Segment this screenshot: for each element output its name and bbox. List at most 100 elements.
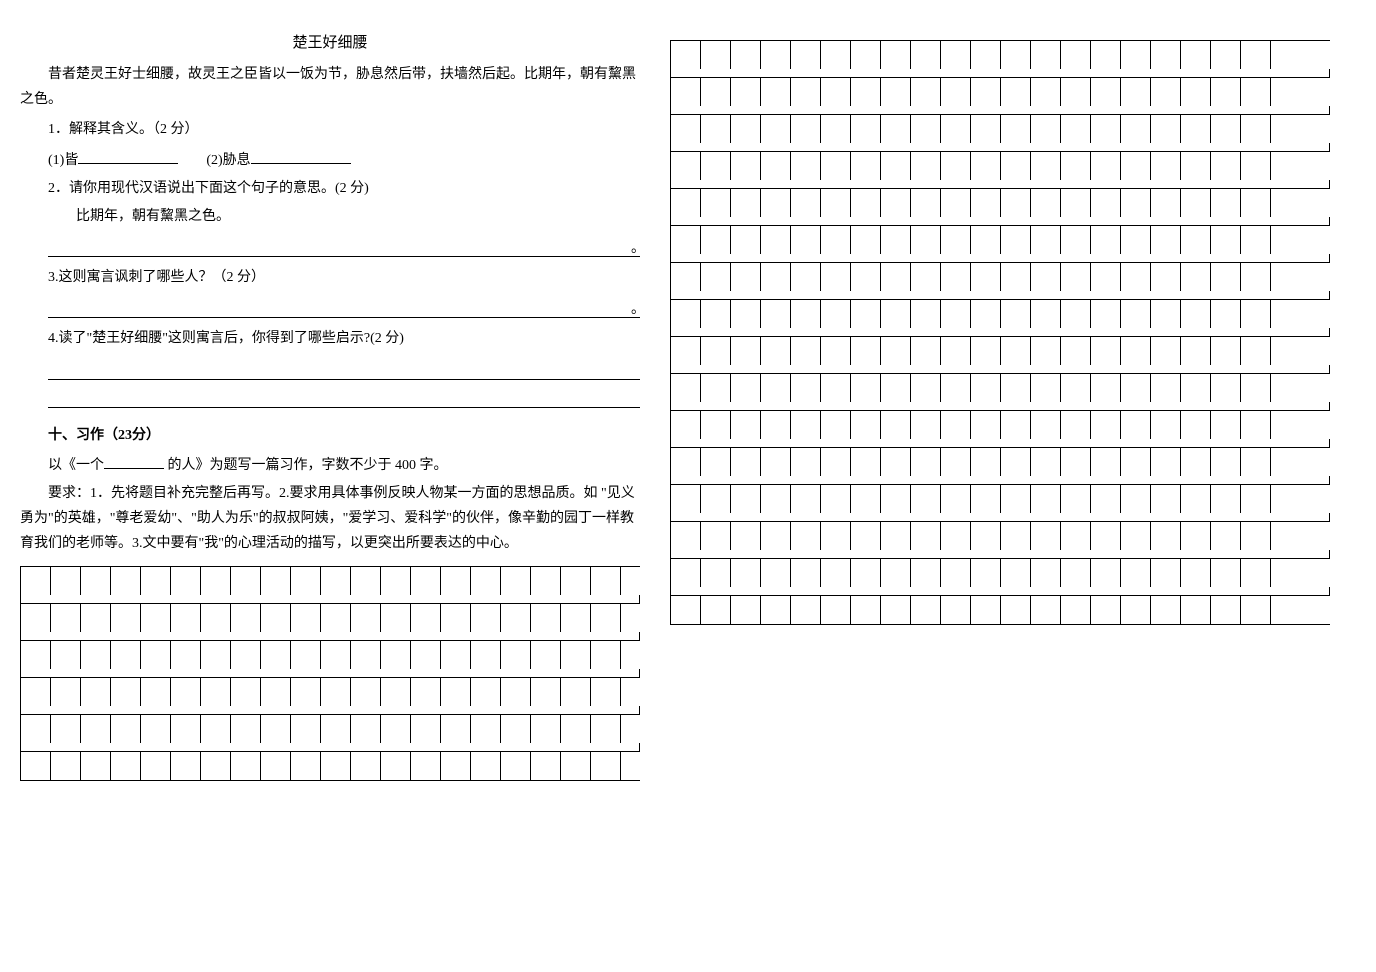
grid-cell[interactable] <box>1061 559 1091 587</box>
grid-cell[interactable] <box>851 485 881 513</box>
grid-cell[interactable] <box>821 189 851 217</box>
grid-cell[interactable] <box>761 596 791 624</box>
grid-cell[interactable] <box>881 411 911 439</box>
grid-cell[interactable] <box>911 78 941 106</box>
grid-cell[interactable] <box>1001 374 1031 402</box>
grid-cell[interactable] <box>671 448 701 476</box>
grid-cell[interactable] <box>1121 485 1151 513</box>
grid-cell[interactable] <box>591 567 621 595</box>
grid-cell[interactable] <box>1091 263 1121 291</box>
grid-cell[interactable] <box>671 596 701 624</box>
grid-cell[interactable] <box>851 559 881 587</box>
grid-cell[interactable] <box>761 115 791 143</box>
grid-cell[interactable] <box>1151 263 1181 291</box>
grid-cell[interactable] <box>1031 78 1061 106</box>
grid-cell[interactable] <box>441 752 471 780</box>
grid-cell[interactable] <box>761 374 791 402</box>
q4-answer-line-1[interactable] <box>48 360 640 380</box>
grid-cell[interactable] <box>1211 263 1241 291</box>
grid-cell[interactable] <box>761 485 791 513</box>
grid-cell[interactable] <box>821 485 851 513</box>
grid-cell[interactable] <box>671 115 701 143</box>
grid-cell[interactable] <box>591 604 621 632</box>
grid-cell[interactable] <box>791 189 821 217</box>
grid-cell[interactable] <box>701 78 731 106</box>
grid-cell[interactable] <box>1211 596 1241 624</box>
grid-cell[interactable] <box>141 678 171 706</box>
grid-cell[interactable] <box>701 448 731 476</box>
grid-cell[interactable] <box>1061 485 1091 513</box>
grid-cell[interactable] <box>791 559 821 587</box>
grid-cell[interactable] <box>791 448 821 476</box>
grid-cell[interactable] <box>911 300 941 328</box>
grid-cell[interactable] <box>471 641 501 669</box>
grid-cell[interactable] <box>1031 411 1061 439</box>
grid-cell[interactable] <box>1001 522 1031 550</box>
grid-cell[interactable] <box>261 752 291 780</box>
grid-cell[interactable] <box>1091 522 1121 550</box>
grid-cell[interactable] <box>201 641 231 669</box>
grid-cell[interactable] <box>911 485 941 513</box>
grid-cell[interactable] <box>731 411 761 439</box>
grid-cell[interactable] <box>351 715 381 743</box>
grid-cell[interactable] <box>731 226 761 254</box>
grid-cell[interactable] <box>791 337 821 365</box>
grid-cell[interactable] <box>1121 78 1151 106</box>
grid-cell[interactable] <box>21 678 51 706</box>
grid-cell[interactable] <box>1121 411 1151 439</box>
grid-cell[interactable] <box>731 596 761 624</box>
grid-cell[interactable] <box>1151 596 1181 624</box>
grid-cell[interactable] <box>1241 226 1271 254</box>
grid-cell[interactable] <box>201 567 231 595</box>
grid-cell[interactable] <box>791 411 821 439</box>
grid-cell[interactable] <box>261 641 291 669</box>
grid-cell[interactable] <box>1001 337 1031 365</box>
grid-cell[interactable] <box>971 522 1001 550</box>
grid-cell[interactable] <box>701 189 731 217</box>
grid-cell[interactable] <box>1151 485 1181 513</box>
grid-cell[interactable] <box>941 411 971 439</box>
grid-cell[interactable] <box>1061 337 1091 365</box>
grid-cell[interactable] <box>791 41 821 69</box>
grid-cell[interactable] <box>21 715 51 743</box>
grid-cell[interactable] <box>911 263 941 291</box>
grid-cell[interactable] <box>531 641 561 669</box>
grid-cell[interactable] <box>561 752 591 780</box>
grid-cell[interactable] <box>851 152 881 180</box>
grid-cell[interactable] <box>1061 115 1091 143</box>
grid-cell[interactable] <box>731 152 761 180</box>
grid-cell[interactable] <box>1001 300 1031 328</box>
grid-cell[interactable] <box>1121 189 1151 217</box>
grid-cell[interactable] <box>1031 152 1061 180</box>
grid-cell[interactable] <box>1061 596 1091 624</box>
grid-cell[interactable] <box>411 567 441 595</box>
grid-cell[interactable] <box>941 448 971 476</box>
grid-cell[interactable] <box>671 485 701 513</box>
grid-cell[interactable] <box>1181 226 1211 254</box>
grid-cell[interactable] <box>971 559 1001 587</box>
grid-cell[interactable] <box>731 522 761 550</box>
grid-cell[interactable] <box>231 567 261 595</box>
grid-cell[interactable] <box>1001 152 1031 180</box>
grid-cell[interactable] <box>941 152 971 180</box>
grid-cell[interactable] <box>761 411 791 439</box>
grid-cell[interactable] <box>1241 300 1271 328</box>
grid-cell[interactable] <box>1241 374 1271 402</box>
grid-cell[interactable] <box>671 522 701 550</box>
grid-cell[interactable] <box>1181 152 1211 180</box>
grid-cell[interactable] <box>381 604 411 632</box>
grid-cell[interactable] <box>501 567 531 595</box>
grid-cell[interactable] <box>971 78 1001 106</box>
grid-cell[interactable] <box>1001 115 1031 143</box>
grid-cell[interactable] <box>1031 263 1061 291</box>
grid-cell[interactable] <box>941 485 971 513</box>
grid-cell[interactable] <box>1091 78 1121 106</box>
grid-cell[interactable] <box>821 374 851 402</box>
grid-cell[interactable] <box>441 567 471 595</box>
grid-cell[interactable] <box>761 337 791 365</box>
grid-cell[interactable] <box>881 485 911 513</box>
grid-cell[interactable] <box>791 300 821 328</box>
grid-cell[interactable] <box>1061 448 1091 476</box>
grid-cell[interactable] <box>1181 596 1211 624</box>
grid-cell[interactable] <box>51 604 81 632</box>
